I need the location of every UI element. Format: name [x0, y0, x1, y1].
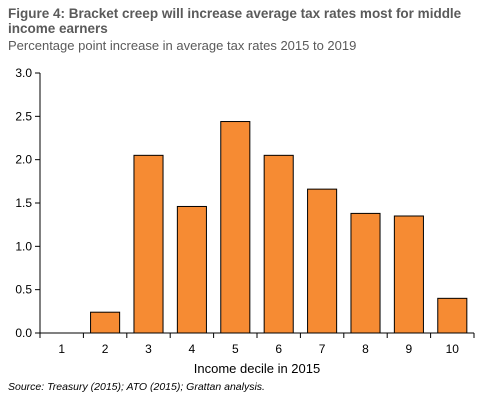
x-axis-label: Income decile in 2015	[194, 361, 320, 376]
bar-decile-7	[307, 188, 338, 334]
bar-decile-9	[393, 215, 424, 334]
x-tick-label: 1	[58, 342, 65, 356]
x-tick-label: 7	[319, 342, 326, 356]
source-note: Source: Treasury (2015); ATO (2015); Gra…	[8, 381, 265, 393]
y-tick-label: 3.0	[15, 66, 32, 80]
x-tick-label: 10	[446, 342, 460, 356]
y-tick-label: 0.5	[15, 283, 32, 297]
y-tick-label: 1.5	[15, 196, 32, 210]
x-tick-label: 5	[232, 342, 239, 356]
x-axis-ticks: 1 2 3 4 5 6 7 8 9 10	[39, 333, 475, 356]
bar-decile-8	[350, 212, 381, 334]
bar-chart: 0.0 0.5 1.0 1.5 2.0 2.5 3.0 1 2 3 4 5 6 7 8 9 10 Income…	[15, 66, 475, 376]
x-tick-label: 6	[275, 342, 282, 356]
y-axis-ticks: 0.0 0.5 1.0 1.5 2.0 2.5 3.0	[15, 66, 40, 340]
x-tick-label: 8	[362, 342, 369, 356]
bar-decile-3	[133, 154, 164, 334]
bar-decile-6	[263, 154, 294, 334]
x-tick-label: 2	[102, 342, 109, 356]
y-tick-label: 1.0	[15, 239, 32, 253]
y-tick-label: 0.0	[15, 326, 32, 340]
bar-decile-2	[90, 311, 121, 334]
y-tick-label: 2.5	[15, 109, 32, 123]
bar-decile-5	[220, 121, 251, 334]
bar-decile-10	[437, 297, 468, 334]
y-tick-label: 2.0	[15, 153, 32, 167]
bar-series	[90, 121, 468, 334]
chart-subtitle: Percentage point increase in average tax…	[8, 38, 357, 53]
chart-title: Figure 4: Bracket creep will increase av…	[8, 6, 462, 36]
x-tick-label: 3	[145, 342, 152, 356]
x-tick-label: 4	[189, 342, 196, 356]
bar-decile-4	[176, 205, 207, 334]
x-tick-label: 9	[406, 342, 413, 356]
